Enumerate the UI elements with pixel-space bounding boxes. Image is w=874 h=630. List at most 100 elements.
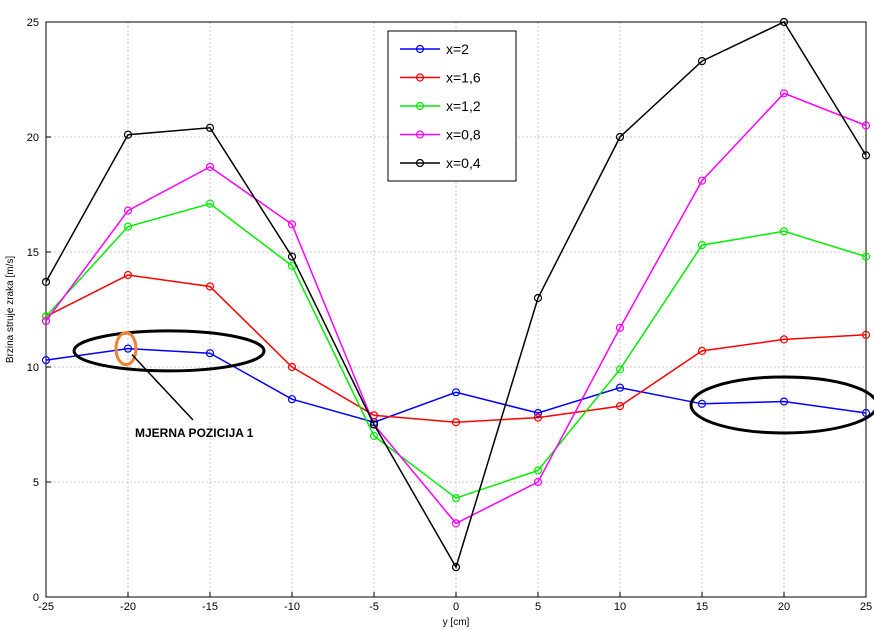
series-line	[45, 202, 867, 499]
x-tick-label: 5	[535, 601, 541, 613]
legend-swatch-marker	[415, 73, 425, 82]
series-3	[41, 199, 871, 503]
x-tick-label: -15	[202, 601, 218, 613]
y-tick-label: 25	[27, 17, 39, 29]
data-point	[451, 494, 461, 503]
highlight-ellipse-right	[689, 375, 874, 435]
data-point	[533, 408, 543, 418]
data-point	[205, 199, 215, 208]
data-point	[451, 562, 461, 572]
legend-entry: x=2	[400, 41, 469, 57]
data-point	[533, 477, 543, 487]
data-point	[205, 282, 215, 291]
legend-swatch-marker	[415, 158, 425, 168]
data-point	[287, 362, 297, 372]
data-point	[861, 252, 871, 261]
legend-label: x=2	[446, 41, 469, 57]
legend: x=2 x=1,6 x=1,2 x=0,8 x=0,4	[387, 30, 517, 182]
annotations: MJERNA POZICIJA 1	[72, 329, 874, 440]
data-point	[533, 466, 543, 475]
data-point	[205, 123, 215, 132]
data-point	[369, 420, 379, 429]
x-tick-label: 10	[614, 601, 626, 613]
y-tick-label: 5	[33, 477, 39, 489]
x-tick-label: 15	[696, 601, 708, 613]
series-line	[45, 21, 867, 569]
legend-swatch-marker	[415, 130, 425, 139]
highlight-marker-ring	[114, 331, 138, 367]
legend-entry: x=0,8	[400, 127, 481, 143]
data-point	[697, 346, 707, 355]
series-5	[41, 17, 871, 572]
data-point	[861, 330, 871, 339]
legend-label: x=1,2	[446, 98, 481, 114]
data-point	[41, 356, 51, 365]
data-point	[779, 227, 789, 236]
legend-label: x=0,8	[446, 127, 481, 143]
data-point	[123, 130, 133, 139]
data-point	[861, 151, 871, 160]
data-point	[697, 241, 707, 250]
data-point	[697, 56, 707, 66]
x-tick-label: -20	[120, 601, 136, 613]
data-point	[287, 395, 297, 404]
legend-label: x=0,4	[446, 155, 481, 171]
y-tick-label: 0	[33, 592, 39, 604]
data-point	[615, 365, 625, 374]
annotation-label: MJERNA POZICIJA 1	[135, 426, 254, 440]
data-point	[779, 17, 789, 27]
data-point	[779, 397, 789, 406]
data-point	[369, 431, 379, 441]
x-tick-label: -25	[38, 601, 54, 613]
series-line	[45, 274, 867, 423]
y-tick-label: 10	[27, 362, 39, 374]
data-point	[287, 220, 297, 229]
series-4	[41, 89, 871, 528]
data-point	[779, 335, 789, 344]
data-point	[861, 121, 871, 130]
data-point	[123, 222, 133, 231]
data-point	[123, 270, 133, 280]
highlight-ellipse-left	[72, 329, 266, 373]
data-point	[451, 519, 461, 528]
legend-label: x=1,6	[446, 70, 481, 86]
data-point	[697, 176, 707, 185]
x-tick-label: -5	[369, 601, 379, 613]
axis-ticks: -25 -20 -15 -10 -5 0 5 10 15 20 25 0 5 10 15 20 25	[27, 17, 872, 613]
series-line	[45, 92, 867, 525]
data-point	[41, 277, 51, 286]
data-point	[779, 89, 789, 98]
annotation-arrow	[131, 354, 194, 421]
data-point	[287, 252, 297, 261]
data-point	[41, 316, 51, 326]
x-axis-label: y [cm]	[443, 617, 470, 628]
series-line	[45, 347, 867, 423]
series-1	[41, 344, 871, 427]
y-axis-label: Brzina struje zraka [m/s]	[5, 256, 16, 363]
data-point	[123, 344, 133, 353]
legend-swatch-marker	[415, 44, 425, 54]
data-point	[205, 349, 215, 358]
legend-entry: x=0,4	[400, 155, 481, 171]
data-point	[615, 323, 625, 332]
data-point	[697, 399, 707, 408]
legend-entry: x=1,6	[400, 70, 481, 86]
data-point	[287, 261, 297, 270]
x-tick-label: -10	[284, 601, 300, 613]
y-tick-label: 15	[27, 247, 39, 259]
data-point	[451, 418, 461, 427]
y-tick-label: 20	[27, 132, 39, 144]
data-point	[533, 413, 543, 422]
data-point	[533, 293, 543, 303]
data-point	[205, 162, 215, 171]
x-tick-label: 20	[778, 601, 790, 613]
x-tick-label: 25	[860, 601, 872, 613]
data-point	[861, 408, 871, 418]
legend-swatch-marker	[415, 101, 425, 111]
data-point	[123, 206, 133, 215]
data-point	[451, 388, 461, 397]
data-point	[615, 383, 625, 392]
x-tick-label: 0	[453, 601, 459, 613]
legend-entry: x=1,2	[400, 98, 481, 114]
